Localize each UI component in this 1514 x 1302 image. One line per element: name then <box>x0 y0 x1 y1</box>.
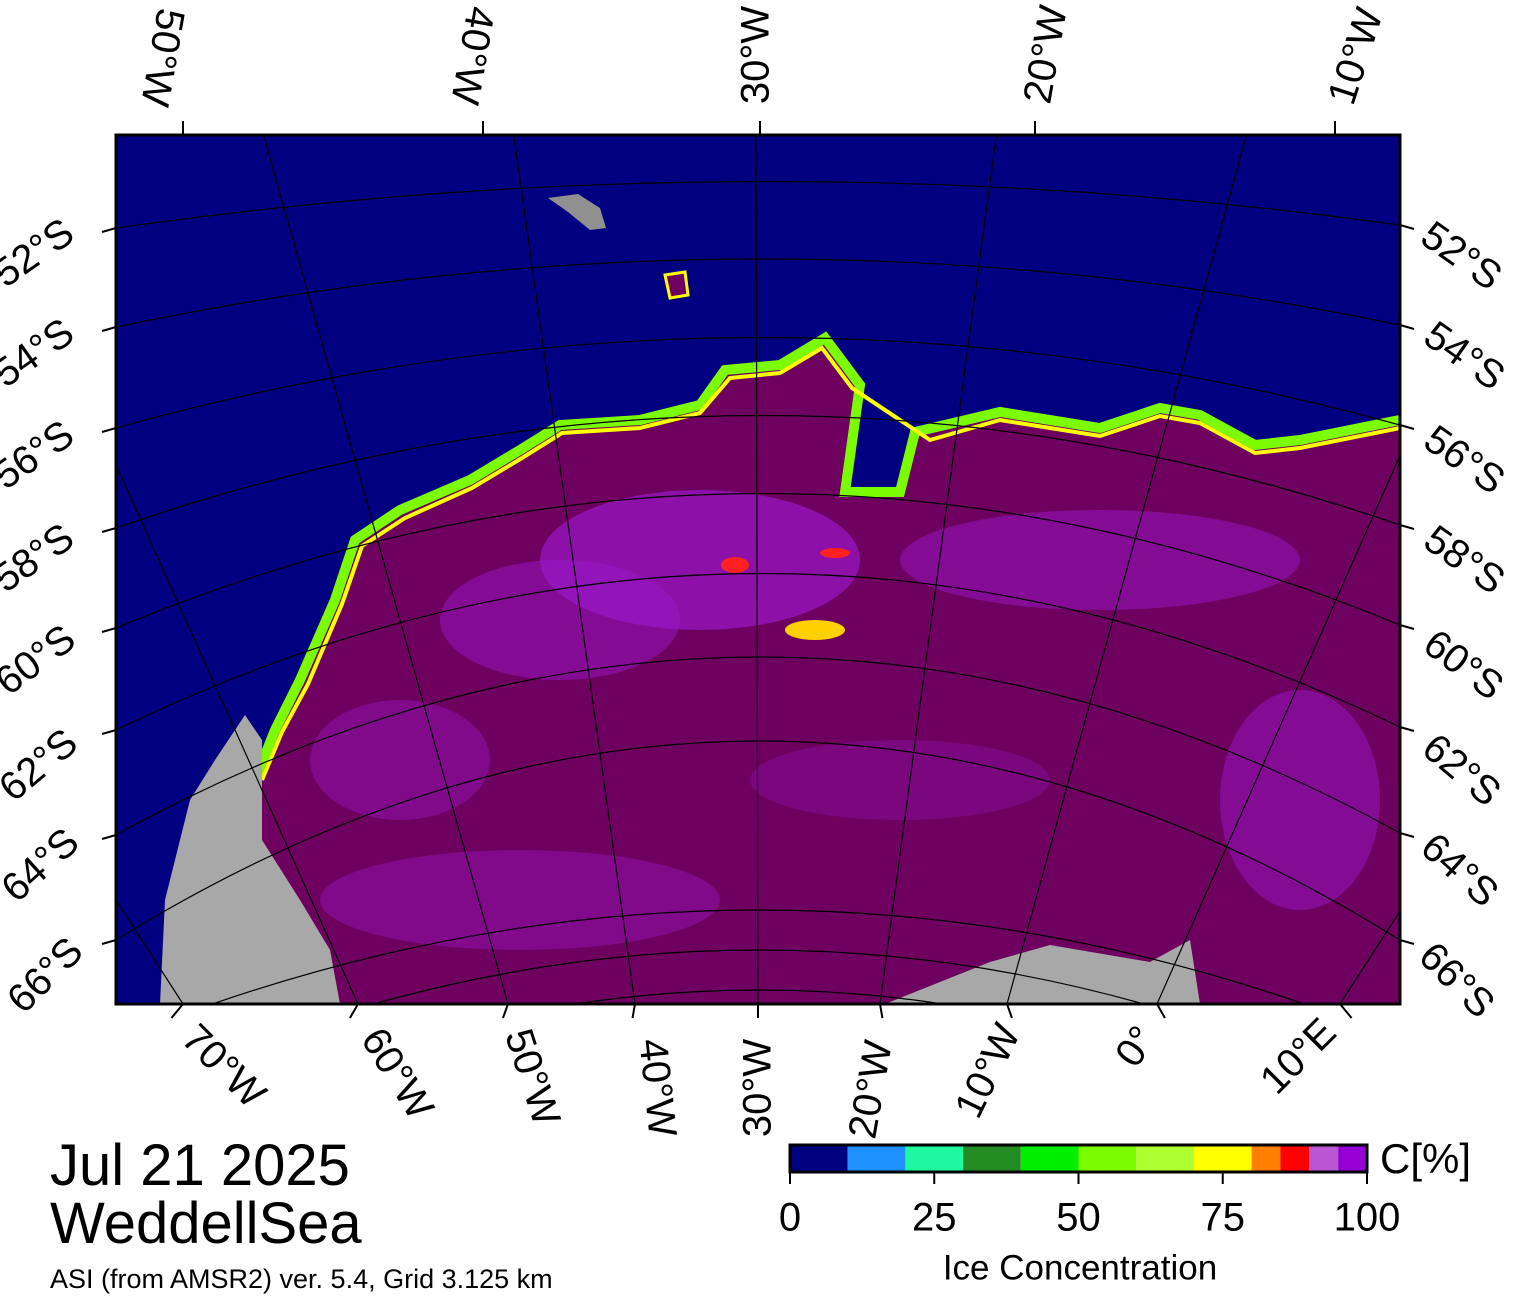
graticule-label: 20°W <box>1015 2 1075 107</box>
graticule-label: 40°W <box>630 1037 684 1140</box>
graticule-label: 60°S <box>1415 621 1511 709</box>
graticule-label: 56°S <box>1416 417 1513 503</box>
colorbar-unit: C[%] <box>1380 1135 1471 1182</box>
colorbar-bin <box>790 1145 848 1172</box>
graticule-label: 66°S <box>0 929 92 1022</box>
tick <box>102 940 116 944</box>
colorbar-bin <box>848 1145 906 1172</box>
graticule-label: 58°S <box>1416 517 1513 603</box>
tick <box>1400 425 1414 429</box>
tick <box>1400 833 1414 837</box>
colorbar-bin <box>905 1145 963 1172</box>
graticule-label: 50°W <box>132 5 192 110</box>
colorbar-tick-label: 0 <box>779 1196 801 1240</box>
tick <box>1400 940 1414 944</box>
colorbar-bin <box>1280 1145 1309 1172</box>
tick <box>1157 1004 1165 1018</box>
graticule-label: 10°W <box>947 1017 1030 1125</box>
tick <box>1400 325 1414 329</box>
graticule-label: 64°S <box>0 820 87 911</box>
graticule-label: 62°S <box>0 720 86 810</box>
graticule-label: 52°S <box>0 210 82 296</box>
graticule-label: 64°S <box>1413 825 1507 916</box>
graticule-label: 54°S <box>1416 313 1513 399</box>
tick <box>1400 727 1414 731</box>
graticule-label: 60°W <box>352 1020 442 1127</box>
tick <box>102 228 116 232</box>
graticule-label: 52°S <box>1413 213 1510 299</box>
source: ASI (from AMSR2) ver. 5.4, Grid 3.125 km <box>50 1264 553 1294</box>
colorbar-title: Ice Concentration <box>943 1248 1217 1287</box>
colorbar-bin <box>1309 1145 1338 1172</box>
region: WeddellSea <box>50 1191 362 1256</box>
tick <box>880 1004 882 1018</box>
tick <box>102 628 116 632</box>
colorbar-bin <box>1021 1145 1079 1172</box>
graticule-label: 30°W <box>734 6 778 104</box>
colorbar-tick-label: 25 <box>912 1196 957 1240</box>
graticule-label: 30°W <box>736 1039 780 1137</box>
tick <box>102 327 116 331</box>
graticule-label: 10°W <box>1320 3 1392 110</box>
tick <box>102 428 116 432</box>
graticule-label: 60°S <box>0 616 84 704</box>
colorbar-bin <box>1194 1145 1252 1172</box>
date: Jul 21 2025 <box>50 1133 350 1198</box>
colorbar: 0 25 50 75 100 <box>779 1145 1401 1240</box>
colorbar-tick-label: 50 <box>1056 1196 1101 1240</box>
graticule-label: 56°S <box>0 412 82 498</box>
graticule-label: 20°W <box>840 1037 900 1142</box>
tick <box>1400 225 1414 229</box>
tick <box>102 730 116 734</box>
colorbar-tick-label: 100 <box>1334 1196 1401 1240</box>
tick <box>1007 1004 1012 1018</box>
graticule-label: 58°S <box>0 515 82 601</box>
colorbar-bin <box>1079 1145 1137 1172</box>
tick <box>633 1004 636 1018</box>
graticule-label: 10°E <box>1252 1010 1345 1103</box>
graticule-label: 62°S <box>1414 725 1509 815</box>
colorbar-bin <box>963 1145 1021 1172</box>
tick <box>102 835 116 839</box>
tick <box>171 1004 183 1018</box>
colorbar-bin <box>1136 1145 1194 1172</box>
colorbar-bin <box>1338 1145 1367 1172</box>
graticule-label: 0° <box>1107 1018 1165 1075</box>
tick <box>503 1004 508 1018</box>
graticule-label: 70°W <box>173 1016 274 1117</box>
tick <box>102 528 116 532</box>
graticule-label: 50°W <box>496 1024 568 1131</box>
tick <box>1400 525 1414 529</box>
colorbar-bin <box>1252 1145 1281 1172</box>
tick <box>350 1004 358 1018</box>
graticule-label: 54°S <box>0 310 82 396</box>
colorbar-tick-label: 75 <box>1201 1196 1246 1240</box>
tick <box>1340 1004 1352 1018</box>
graticule-label: 66°S <box>1410 934 1503 1027</box>
tick <box>1400 625 1414 629</box>
graticule-label: 40°W <box>442 3 502 108</box>
island-ice <box>665 272 688 298</box>
